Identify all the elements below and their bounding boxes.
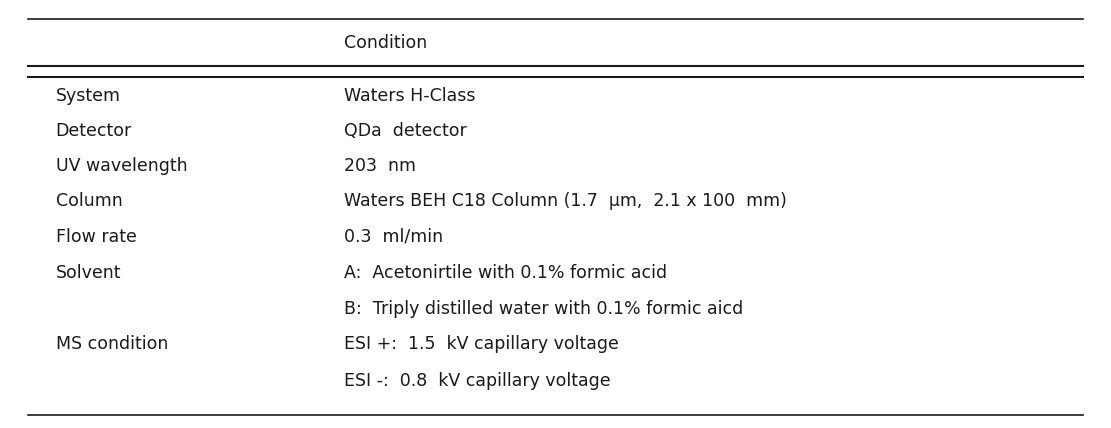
Text: QDa  detector: QDa detector (344, 122, 467, 140)
Text: Solvent: Solvent (56, 264, 121, 282)
Text: Detector: Detector (56, 122, 132, 140)
Text: System: System (56, 87, 121, 105)
Text: ESI -:  0.8  kV capillary voltage: ESI -: 0.8 kV capillary voltage (344, 372, 611, 390)
Text: Waters H-Class: Waters H-Class (344, 87, 476, 105)
Text: ESI +:  1.5  kV capillary voltage: ESI +: 1.5 kV capillary voltage (344, 335, 619, 353)
Text: 203  nm: 203 nm (344, 157, 417, 175)
Text: Flow rate: Flow rate (56, 228, 137, 246)
Text: 0.3  ml/min: 0.3 ml/min (344, 228, 443, 246)
Text: UV wavelength: UV wavelength (56, 157, 187, 175)
Text: Column: Column (56, 192, 122, 210)
Text: MS condition: MS condition (56, 335, 168, 353)
Text: Condition: Condition (344, 34, 428, 52)
Text: B:  Triply distilled water with 0.1% formic aicd: B: Triply distilled water with 0.1% form… (344, 300, 743, 318)
Text: A:  Acetonirtile with 0.1% formic acid: A: Acetonirtile with 0.1% formic acid (344, 264, 668, 282)
Text: Waters BEH C18 Column (1.7  μm,  2.1 x 100  mm): Waters BEH C18 Column (1.7 μm, 2.1 x 100… (344, 192, 788, 210)
